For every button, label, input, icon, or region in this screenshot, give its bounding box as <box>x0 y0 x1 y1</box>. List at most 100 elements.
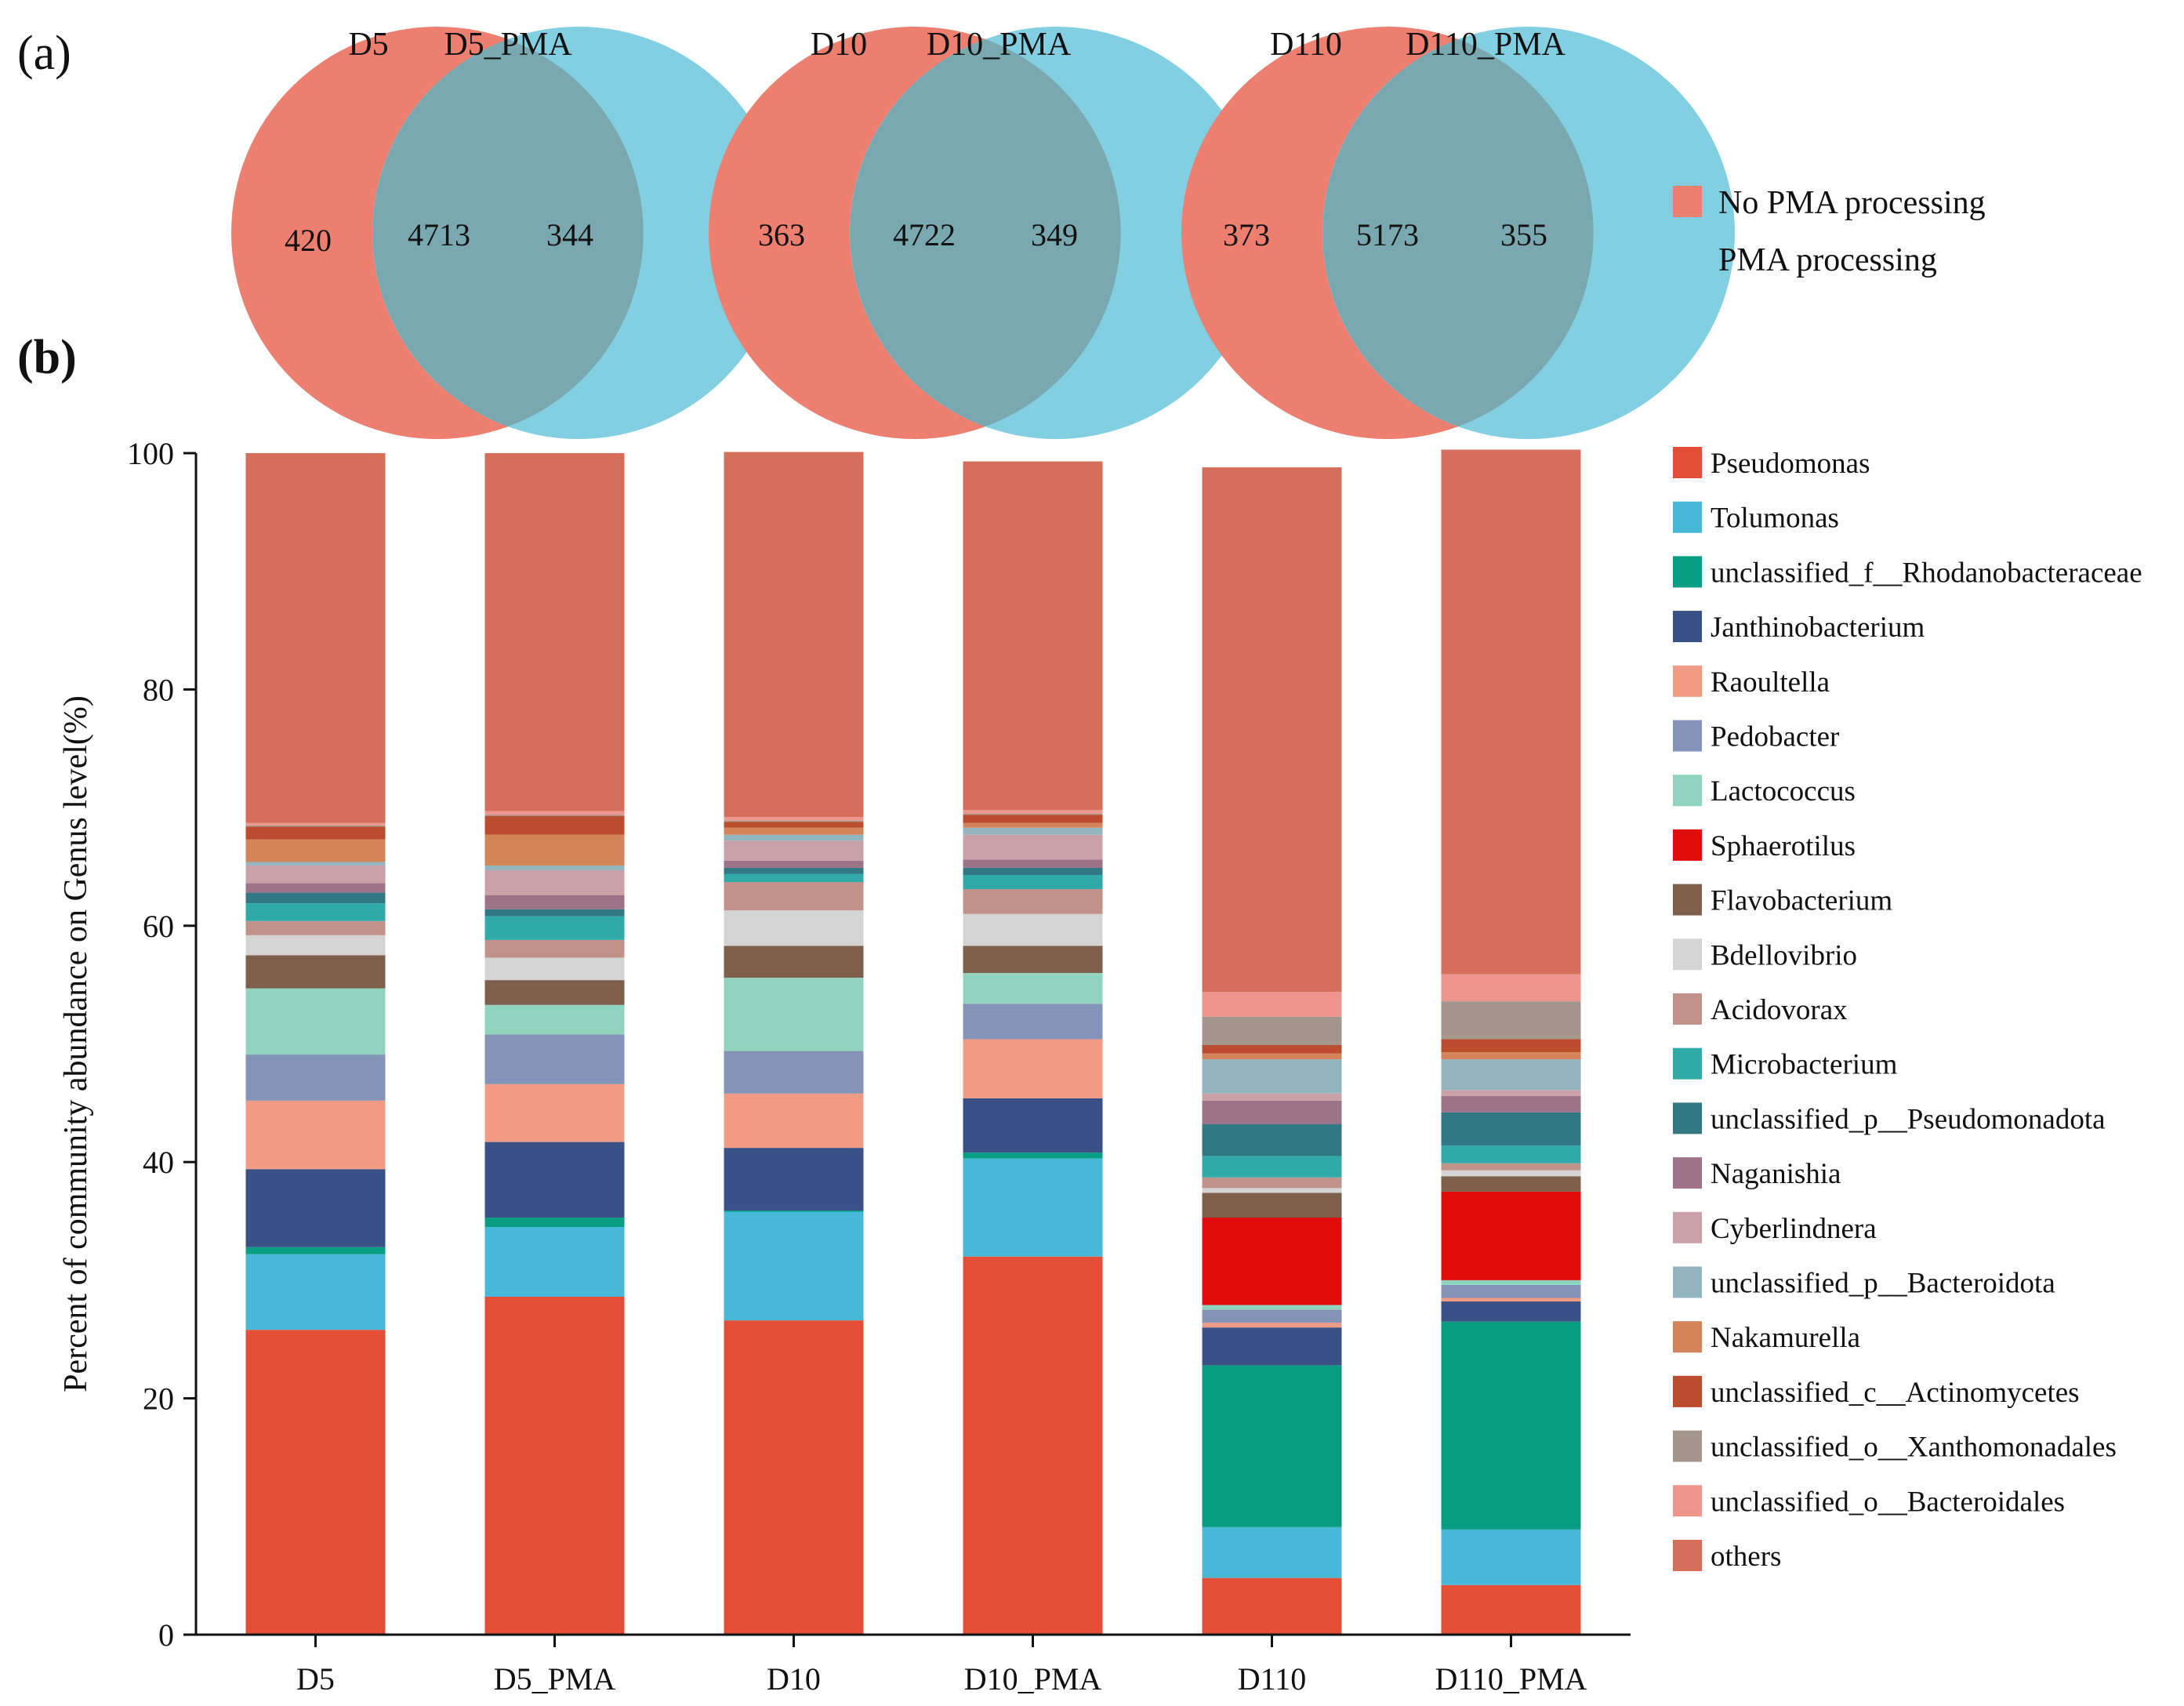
bar-segment-unclassified-o-xanthomonadales <box>1441 1001 1581 1040</box>
bar-segment-nakamurella <box>484 834 625 866</box>
bar-segment-others <box>1202 467 1342 993</box>
bar-segment-others <box>245 453 386 823</box>
venn-diagrams: D5 D5_PMA 420 4713 344 D10 D10_PMA 363 4… <box>231 27 1735 439</box>
bar-segment-raoultella <box>724 1093 864 1149</box>
bar-segment-cyberlindnera <box>484 869 625 895</box>
legend-label: Microbacterium <box>1711 1049 1898 1081</box>
venn-intersection <box>850 39 1121 426</box>
bar-segment-unclassified-o-bacteroidales <box>1441 974 1581 1002</box>
venn-left-count: 420 <box>285 223 332 258</box>
bar-segment-bdellovibrio <box>1202 1188 1342 1193</box>
bar-segment-others <box>484 453 625 811</box>
bar-segment-acidovorax <box>484 939 625 958</box>
venn-right-label: D110_PMA <box>1406 27 1565 63</box>
bar-segment-pedobacter <box>484 1034 625 1084</box>
venn-right-count: 355 <box>1500 217 1547 252</box>
y-axis: 0 20 40 60 80 100 <box>127 436 196 1653</box>
bar-segment-unclassified-p-pseudomonadota <box>724 867 864 874</box>
x-tick-label: D110_PMA <box>1435 1661 1587 1697</box>
bar-segment-unclassified-f-rhodanobacteraceae <box>724 1210 864 1212</box>
x-tick-label: D10 <box>767 1661 821 1697</box>
bar-segment-nakamurella <box>1441 1052 1581 1060</box>
bar-segment-acidovorax <box>724 882 864 911</box>
bar-segment-janthinobacterium <box>484 1142 625 1218</box>
x-tick-label: D110 <box>1238 1661 1306 1697</box>
bar-segment-unclassified-p-pseudomonadota <box>484 909 625 917</box>
venn-right-count: 344 <box>546 217 593 252</box>
bar-segment-unclassified-f-rhodanobacteraceae <box>484 1218 625 1228</box>
legend-swatch <box>1673 1266 1702 1298</box>
bar-segment-flavobacterium <box>1202 1192 1342 1218</box>
bar-segment-flavobacterium <box>963 946 1103 974</box>
bar-segment-naganishia <box>245 883 386 893</box>
venn-legend-label-no-pma: No PMA processing <box>1718 185 1986 221</box>
bar-segment-microbacterium <box>484 916 625 940</box>
bar-segment-tolumonas <box>484 1227 625 1297</box>
venn-shared-count: 4713 <box>408 217 470 252</box>
legend-swatch <box>1673 884 1702 916</box>
bar-segment-microbacterium <box>1202 1156 1342 1178</box>
bar-segment-unclassified-p-bacteroidota <box>963 827 1103 835</box>
bar-segment-bdellovibrio <box>1441 1170 1581 1177</box>
venn-legend-swatch-pma <box>1673 243 1702 274</box>
legend-label: Janthinobacterium <box>1711 612 1925 644</box>
bar-segment-tolumonas <box>1441 1529 1581 1585</box>
bar-segment-unclassified-c-actinomycetes <box>963 815 1103 823</box>
bar-segment-nakamurella <box>245 839 386 862</box>
bar-segment-unclassified-o-bacteroidales <box>963 810 1103 814</box>
legend-swatch <box>1673 829 1702 861</box>
venn-intersection <box>1322 39 1594 426</box>
legend-label: Pseudomonas <box>1711 448 1870 480</box>
bar-segment-unclassified-f-rhodanobacteraceae <box>963 1152 1103 1159</box>
bar-segment-unclassified-o-xanthomonadales <box>245 825 386 827</box>
legend-label: Pedobacter <box>1711 721 1839 753</box>
bar-segment-acidovorax <box>245 920 386 935</box>
bar-segment-pedobacter <box>1441 1284 1581 1298</box>
legend-label: Flavobacterium <box>1711 885 1892 917</box>
bar-segment-unclassified-c-actinomycetes <box>245 826 386 840</box>
bar-segment-others <box>1441 449 1581 975</box>
y-tick-label: 100 <box>127 436 174 471</box>
bar-segment-unclassified-p-bacteroidota <box>484 865 625 870</box>
legend-swatch <box>1673 1102 1702 1134</box>
legend-swatch <box>1673 556 1702 588</box>
venn-shared-count: 5173 <box>1356 217 1419 252</box>
legend-swatch <box>1673 938 1702 971</box>
bar-segment-unclassified-o-xanthomonadales <box>1202 1016 1342 1046</box>
legend-swatch <box>1673 501 1702 533</box>
bar-segment-unclassified-p-pseudomonadota <box>1441 1112 1581 1146</box>
bar-segment-lactococcus <box>963 973 1103 1004</box>
legend-label: Acidovorax <box>1711 994 1848 1026</box>
legend-swatch <box>1673 720 1702 752</box>
x-tick-label: D5 <box>296 1661 335 1697</box>
bar-segment-unclassified-c-actinomycetes <box>1202 1045 1342 1054</box>
bar-segment-janthinobacterium <box>245 1169 386 1247</box>
y-tick-label: 60 <box>143 909 174 944</box>
bar-segment-unclassified-c-actinomycetes <box>724 822 864 828</box>
legend-label: Bdellovibrio <box>1711 939 1857 971</box>
bar-segment-cyberlindnera <box>245 865 386 884</box>
bar-segment-microbacterium <box>1441 1145 1581 1163</box>
legend-swatch <box>1673 1375 1702 1407</box>
venn-legend: No PMA processing PMA processing <box>1673 185 1986 278</box>
x-axis: D5 D5_PMA D10 D10_PMA D110 D110_PMA <box>296 1635 1587 1697</box>
legend-swatch <box>1673 1047 1702 1080</box>
bar-segment-cyberlindnera <box>1441 1090 1581 1096</box>
bar-segment-unclassified-f-rhodanobacteraceae <box>245 1247 386 1254</box>
stacked-bar-chart: Percent of community abundance on Genus … <box>58 436 2142 1697</box>
bar-segment-pseudomonas <box>1441 1584 1581 1635</box>
legend-swatch <box>1673 1321 1702 1353</box>
bar-segment-bdellovibrio <box>484 957 625 981</box>
bar-segment-pedobacter <box>245 1054 386 1101</box>
bar-segment-raoultella <box>963 1039 1103 1098</box>
y-tick-label: 40 <box>143 1145 174 1180</box>
legend-label: unclassified_p__Bacteroidota <box>1711 1268 2055 1300</box>
venn-right-label: D10_PMA <box>927 27 1072 63</box>
x-tick-label: D5_PMA <box>494 1661 616 1697</box>
y-tick-label: 80 <box>143 672 174 707</box>
legend-label: unclassified_p__Pseudomonadota <box>1711 1103 2106 1135</box>
bar-segment-janthinobacterium <box>1441 1301 1581 1322</box>
bar-segment-tolumonas <box>963 1158 1103 1257</box>
bar-segment-naganishia <box>963 859 1103 868</box>
legend-swatch <box>1673 993 1702 1025</box>
